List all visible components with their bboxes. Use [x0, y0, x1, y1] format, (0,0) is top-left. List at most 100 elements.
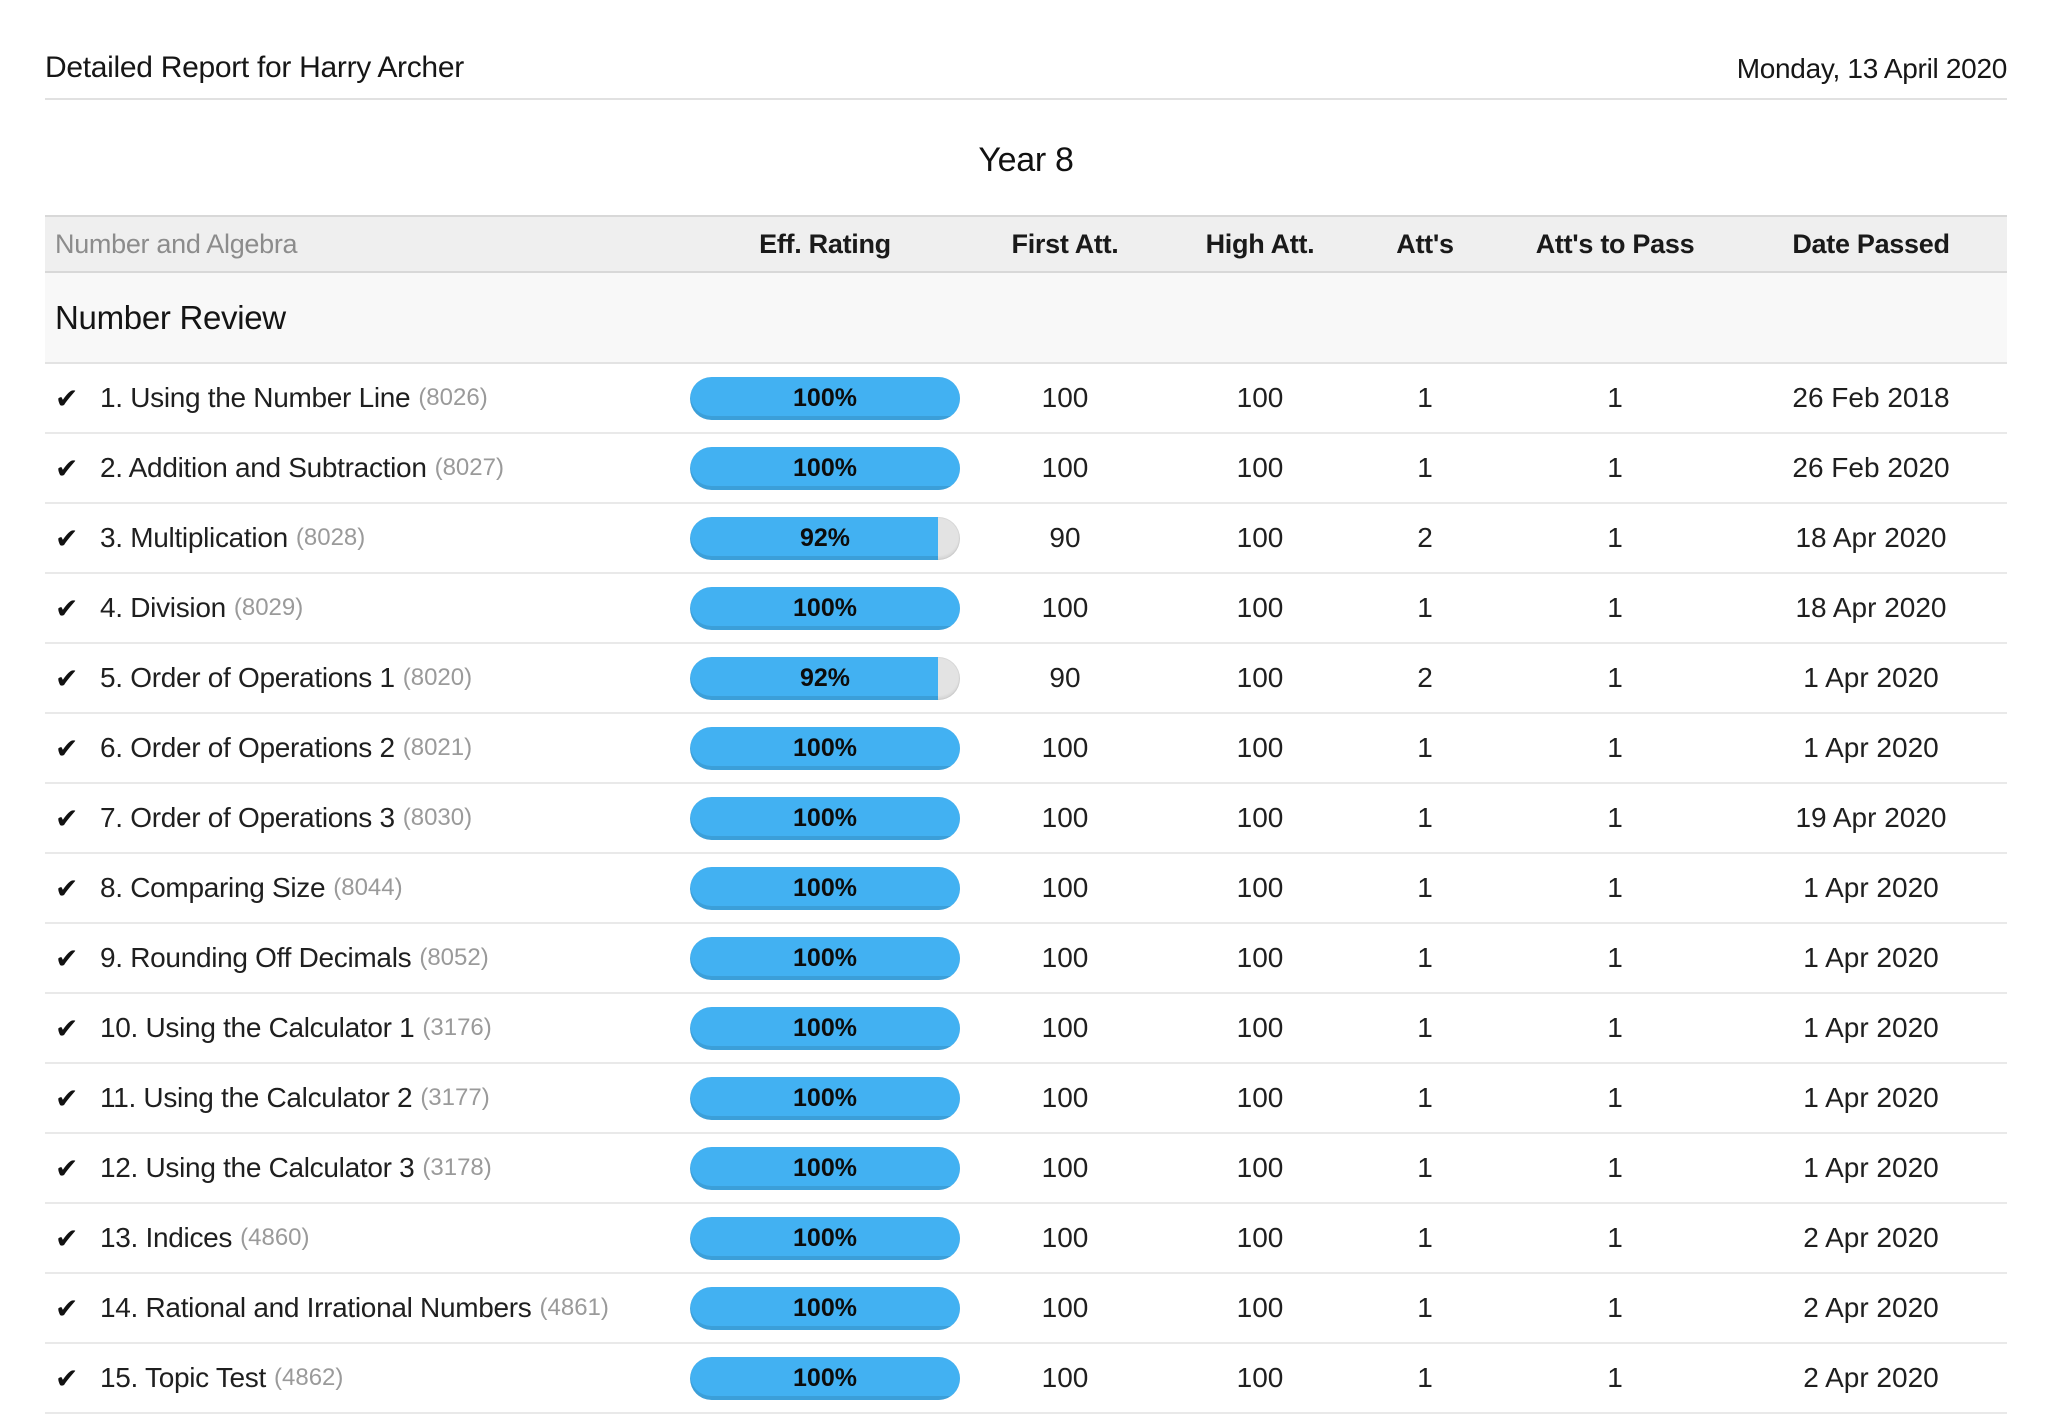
topic-title: 10. Using the Calculator 1: [100, 1012, 415, 1043]
atts-value: 1: [1417, 1222, 1433, 1253]
atts-value: 1: [1417, 942, 1433, 973]
topic-title: 13. Indices: [100, 1222, 233, 1253]
topic-code: (8027): [434, 454, 504, 481]
high-att-value: 100: [1236, 802, 1284, 833]
eff-rating-bar: 100%: [690, 446, 960, 490]
topic-code: (3176): [422, 1014, 492, 1041]
topic-title: 11. Using the Calculator 2: [100, 1082, 413, 1113]
topic-title: 6. Order of Operations 2: [100, 732, 395, 763]
completed-check-icon: ✔: [55, 1152, 79, 1184]
first-att-value: 100: [1041, 1152, 1089, 1183]
eff-rating-bar: 100%: [690, 866, 960, 910]
eff-rating-fill: [690, 1076, 960, 1120]
eff-rating-label: 100%: [793, 383, 857, 412]
col-first-att: First Att.: [1011, 228, 1119, 259]
high-att-value: 100: [1236, 1152, 1284, 1183]
eff-rating-label: 100%: [793, 1293, 857, 1322]
eff-rating-bar: 100%: [690, 1146, 960, 1190]
topic-code: (8044): [333, 874, 403, 901]
completed-check-icon: ✔: [55, 592, 79, 624]
table-row: ✔ 12. Using the Calculator 3 (3178) 100%…: [45, 1134, 2007, 1204]
topic-title: 8. Comparing Size: [100, 872, 326, 903]
date-passed-value: 1 Apr 2020: [1803, 872, 1939, 903]
eff-rating-fill: [690, 1006, 960, 1050]
first-att-value: 100: [1041, 732, 1089, 763]
table-row: ✔ 13. Indices (4860) 100% 100 100 1 1 2 …: [45, 1204, 2007, 1274]
completed-check-icon: ✔: [55, 872, 79, 904]
atts-value: 1: [1417, 382, 1433, 413]
first-att-value: 100: [1041, 382, 1089, 413]
topic-code: (8030): [402, 804, 473, 831]
report-date: Monday, 13 April 2020: [1736, 53, 2008, 84]
atts-value: 1: [1417, 1362, 1433, 1393]
completed-check-icon: ✔: [55, 452, 79, 484]
topic-title: 15. Topic Test: [100, 1362, 266, 1393]
atts-value: 1: [1417, 732, 1433, 763]
topic-code: (3178): [422, 1154, 492, 1181]
atts-value: 1: [1417, 1012, 1433, 1043]
high-att-value: 100: [1236, 382, 1284, 413]
atts-to-pass-value: 1: [1607, 1292, 1623, 1323]
eff-rating-bar: 92%: [690, 656, 960, 700]
atts-to-pass-value: 1: [1607, 382, 1623, 413]
eff-rating-bar: 100%: [690, 586, 960, 630]
atts-value: 1: [1417, 1082, 1433, 1113]
first-att-value: 100: [1041, 1082, 1089, 1113]
eff-rating-bar: 100%: [690, 1076, 960, 1120]
first-att-value: 100: [1041, 1362, 1089, 1393]
date-passed-value: 1 Apr 2020: [1803, 1082, 1939, 1113]
high-att-value: 100: [1236, 452, 1284, 483]
section-title: Number Review: [55, 298, 286, 336]
col-atts-to-pass: Att's to Pass: [1535, 228, 1695, 259]
report-header: Detailed Report for Harry Archer Monday,…: [45, 0, 2007, 100]
table-row: ✔ 9. Rounding Off Decimals (8052) 100% 1…: [45, 924, 2007, 994]
high-att-value: 100: [1236, 1082, 1284, 1113]
high-att-value: 100: [1236, 1292, 1284, 1323]
eff-rating-fill: [690, 796, 960, 840]
first-att-value: 100: [1041, 592, 1089, 623]
completed-check-icon: ✔: [55, 1012, 79, 1044]
eff-rating-bar: 100%: [690, 1216, 960, 1260]
topic-code: (8029): [233, 594, 304, 621]
eff-rating-fill: [690, 376, 960, 420]
table-row: ✔ 5. Order of Operations 1 (8020) 92% 90…: [45, 644, 2007, 714]
completed-check-icon: ✔: [55, 802, 79, 834]
date-passed-value: 2 Apr 2020: [1803, 1292, 1939, 1323]
eff-rating-bar: 100%: [690, 936, 960, 980]
first-att-value: 100: [1041, 802, 1089, 833]
eff-rating-bar: 100%: [690, 726, 960, 770]
table-row: ✔ 4. Division (8029) 100% 100 100 1 1 18…: [45, 574, 2007, 644]
eff-rating-fill: [690, 1146, 960, 1190]
date-passed-value: 26 Feb 2020: [1792, 452, 1950, 483]
eff-rating-label: 92%: [799, 523, 851, 552]
atts-value: 2: [1417, 662, 1433, 693]
results-table: Number and Algebra Eff. Rating First Att…: [45, 215, 2007, 1414]
topic-code: (3177): [420, 1084, 490, 1111]
atts-value: 1: [1417, 872, 1433, 903]
date-passed-value: 26 Feb 2018: [1792, 382, 1950, 413]
topic-title: 1. Using the Number Line: [100, 382, 411, 413]
eff-rating-fill: [690, 1356, 960, 1400]
table-header-row: Number and Algebra Eff. Rating First Att…: [45, 215, 2007, 273]
table-row: ✔ 10. Using the Calculator 1 (3176) 100%…: [45, 994, 2007, 1064]
first-att-value: 90: [1049, 522, 1081, 553]
topic-title: 5. Order of Operations 1: [100, 662, 395, 693]
atts-to-pass-value: 1: [1607, 592, 1623, 623]
col-eff-rating: Eff. Rating: [759, 228, 891, 259]
col-atts: Att's: [1396, 228, 1454, 259]
table-row: ✔ 3. Multiplication (8028) 92% 90 100 2 …: [45, 504, 2007, 574]
topic-title: 3. Multiplication: [100, 522, 288, 553]
section-header: Number Review: [45, 273, 2007, 364]
date-passed-value: 1 Apr 2020: [1803, 942, 1939, 973]
topic-code: (4860): [240, 1224, 310, 1251]
date-passed-value: 2 Apr 2020: [1803, 1362, 1939, 1393]
high-att-value: 100: [1236, 662, 1284, 693]
eff-rating-label: 100%: [793, 873, 857, 902]
first-att-value: 100: [1041, 942, 1089, 973]
eff-rating-fill: [690, 1216, 960, 1260]
eff-rating-label: 92%: [799, 663, 851, 692]
topic-title: 12. Using the Calculator 3: [100, 1152, 415, 1183]
high-att-value: 100: [1236, 872, 1284, 903]
atts-to-pass-value: 1: [1607, 942, 1623, 973]
topic-code: (8021): [402, 734, 473, 761]
